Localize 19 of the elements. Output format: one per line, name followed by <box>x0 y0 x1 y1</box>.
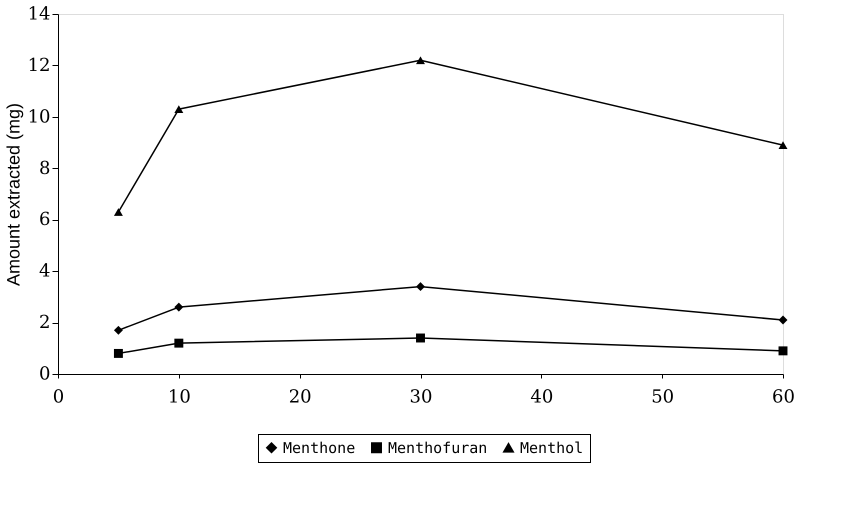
y-tick-label: 8 <box>39 158 50 179</box>
y-tick-label: 12 <box>28 54 50 76</box>
y-tick-label: 4 <box>39 260 50 282</box>
x-tick-label: 30 <box>410 386 432 408</box>
legend-label: Menthone <box>283 438 356 457</box>
y-tick-label: 0 <box>39 364 50 384</box>
y-tick-label: 14 <box>28 4 50 24</box>
y-axis-title: Amount extracted (mg) <box>4 102 24 286</box>
x-tick-label: 50 <box>651 386 674 408</box>
y-tick-label: 10 <box>28 106 50 128</box>
legend-label: Menthol <box>520 438 584 457</box>
legend-label: Menthofuran <box>388 438 488 457</box>
y-tick-label: 2 <box>39 312 50 334</box>
x-tick-label: 20 <box>288 386 312 408</box>
y-tick-label: 6 <box>39 209 50 230</box>
x-tick-label: 10 <box>168 386 191 408</box>
x-tick-label: 0 <box>52 386 64 408</box>
x-tick-label: 60 <box>772 386 795 408</box>
x-tick-label: 40 <box>530 386 554 408</box>
